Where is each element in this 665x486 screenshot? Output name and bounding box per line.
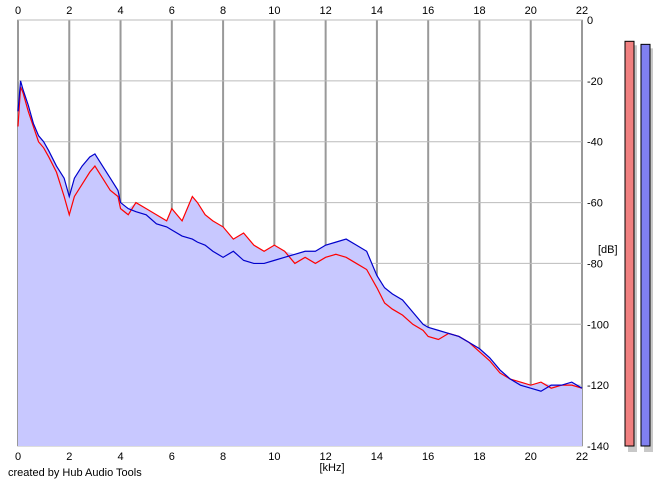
- spectrum-area: [18, 80, 582, 446]
- right-tick-label-20: -20: [587, 76, 603, 88]
- level-meters: [624, 40, 653, 453]
- right-tick-label-100: -100: [587, 319, 609, 331]
- right-tick-label-140: -140: [587, 441, 609, 453]
- top-tick-label-20: 20: [525, 5, 537, 17]
- series-lines: [17, 80, 583, 392]
- bottom-tick-labels: 0 2 4 6 8 10 12 14 16 18 20 22: [15, 451, 588, 463]
- meter-bar-meter_right: [640, 43, 651, 447]
- top-tick-label-10: 10: [268, 5, 280, 17]
- bottom-tick-label-16: 16: [422, 451, 434, 463]
- bottom-tick-label-18: 18: [473, 451, 485, 463]
- bottom-tick-label-12: 12: [320, 451, 332, 463]
- top-tick-label-14: 14: [371, 5, 383, 17]
- right-tick-label-40: -40: [587, 137, 603, 149]
- top-tick-label-2: 2: [66, 5, 72, 17]
- right-tick-label-0: 0: [587, 15, 593, 27]
- bottom-tick-label-4: 4: [117, 451, 123, 463]
- right-tick-label-120: -120: [587, 380, 609, 392]
- right-tick-label-80: -80: [587, 258, 603, 270]
- x-axis-label: [kHz]: [319, 462, 344, 474]
- top-tick-label-22: 22: [576, 5, 588, 17]
- top-tick-label-16: 16: [422, 5, 434, 17]
- spectrum-fill: [18, 80, 582, 446]
- bottom-tick-label-22: 22: [576, 451, 588, 463]
- bottom-tick-label-2: 2: [66, 451, 72, 463]
- top-tick-label-0: 0: [15, 5, 21, 17]
- bottom-tick-label-14: 14: [371, 451, 383, 463]
- bottom-tick-label-0: 0: [15, 451, 21, 463]
- top-tick-label-6: 6: [169, 5, 175, 17]
- top-tick-label-4: 4: [117, 5, 123, 17]
- top-tick-label-8: 8: [220, 5, 226, 17]
- right-tick-label-60: -60: [587, 198, 603, 210]
- series-line-right: [17, 80, 583, 392]
- bottom-tick-label-20: 20: [525, 451, 537, 463]
- bottom-tick-label-6: 6: [169, 451, 175, 463]
- right-tick-labels: 0 -20 -40 -60 -80 -100 -120 -140: [587, 15, 609, 453]
- top-tick-label-12: 12: [320, 5, 332, 17]
- credit-text: created by Hub Audio Tools: [8, 467, 142, 479]
- y-axis-label: [dB]: [598, 244, 618, 256]
- meter-bar-meter_left: [624, 40, 635, 447]
- top-tick-labels: 0 2 4 6 8 10 12 14 16 18 20 22: [15, 5, 588, 17]
- bottom-tick-label-10: 10: [268, 451, 280, 463]
- top-tick-label-18: 18: [473, 5, 485, 17]
- bottom-tick-label-8: 8: [220, 451, 226, 463]
